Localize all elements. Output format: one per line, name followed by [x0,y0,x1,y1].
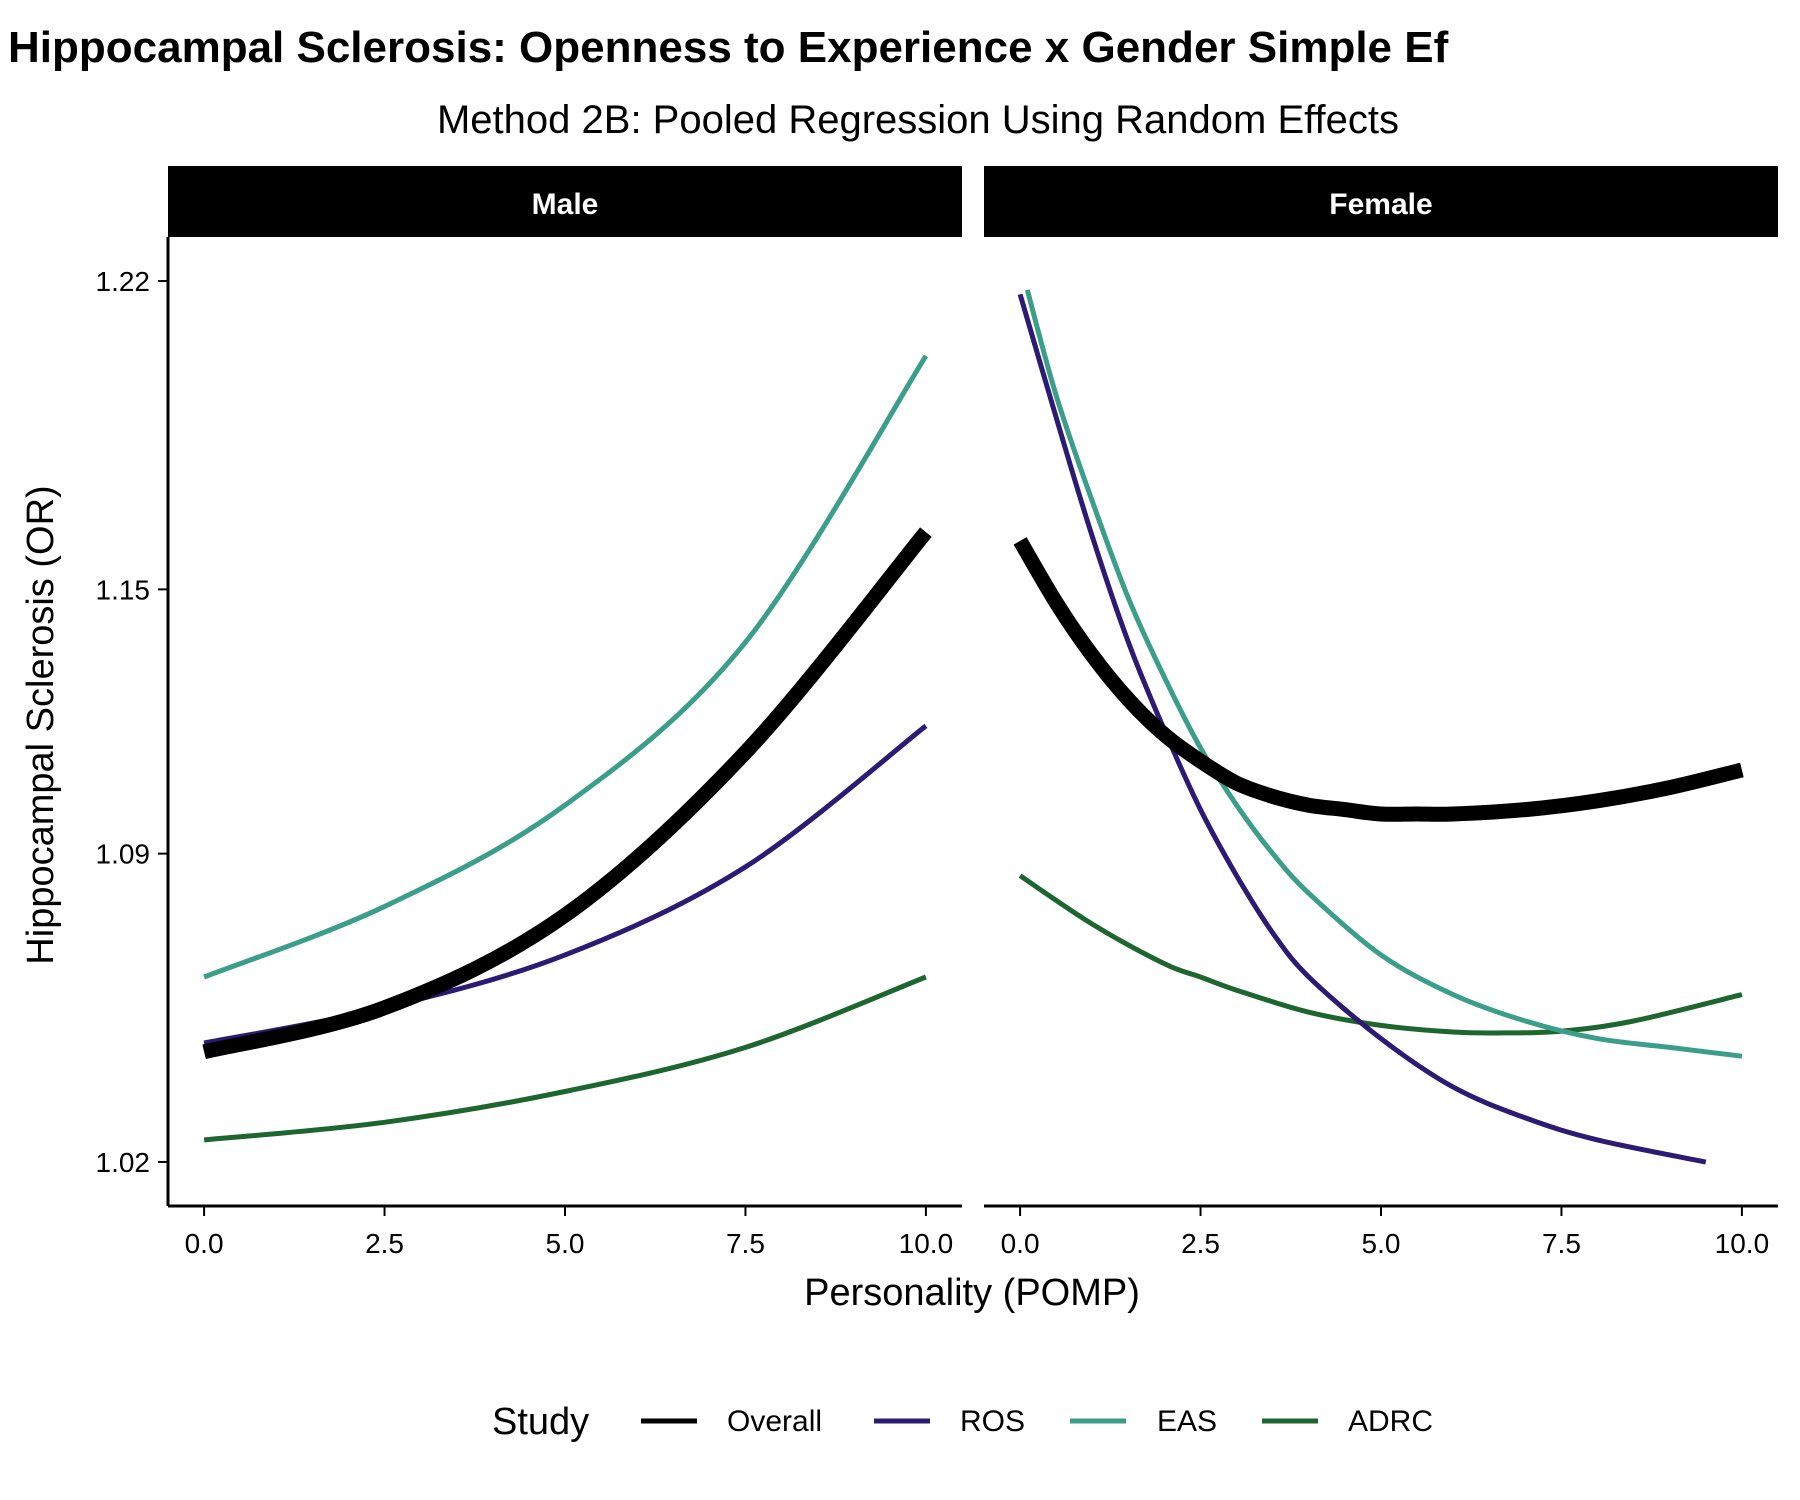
x-tick-label-female: 0.0 [1001,1228,1040,1259]
legend-item-overall: Overall [641,1405,822,1438]
legend-item-ros: ROS [874,1405,1025,1438]
series-line-male-eas [203,354,929,980]
strip-male [168,166,962,237]
panel-female: Female 0.0 2.5 5.0 7.5 10.0 [984,166,1778,1259]
x-tick-label-male: 10.0 [899,1228,954,1259]
legend-label-adrc: ADRC [1348,1405,1433,1438]
series-line-female-ros [1017,293,1707,1165]
series-line-female-adrc [1018,873,1743,1036]
series-line-male-overall [202,527,932,1060]
x-tick-label-female: 7.5 [1542,1228,1581,1259]
x-tick-label-female: 10.0 [1715,1228,1770,1259]
legend-title: Study [492,1401,589,1443]
series-line-female-eas [1024,289,1743,1059]
legend-label-ros: ROS [960,1405,1025,1438]
legend-label-overall: Overall [727,1405,822,1438]
strip-female [984,166,1778,237]
x-tick-label-female: 5.0 [1362,1228,1401,1259]
y-tick-label: 1.22 [96,266,151,297]
x-tick-label-male: 5.0 [546,1228,585,1259]
series-line-male-ros [203,723,928,1046]
y-tick-label: 1.15 [96,574,151,605]
legend-label-eas: EAS [1157,1405,1217,1438]
x-tick-label-female: 2.5 [1181,1228,1220,1259]
facet-panels: Male 0.0 2.5 5.0 7.5 10.0 1.02 1.09 1.15 1.22 Fema… [96,166,1778,1259]
legend-item-adrc: ADRC [1262,1405,1433,1438]
x-axis-title: Personality (POMP) [804,1272,1140,1314]
y-axis-title: Hippocampal Sclerosis (OR) [20,485,62,964]
chart-subtitle: Method 2B: Pooled Regression Using Rando… [437,98,1399,142]
chart-title: Hippocampal Sclerosis: Openness to Exper… [8,23,1449,72]
strip-label-male: Male [532,188,599,221]
panel-male: Male 0.0 2.5 5.0 7.5 10.0 1.02 1.09 1.15 1.22 [96,166,962,1259]
legend: Study Overall ROS EAS ADRC [492,1401,1433,1443]
legend-item-eas: EAS [1070,1405,1217,1438]
strip-label-female: Female [1329,188,1432,221]
x-tick-label-male: 2.5 [365,1228,404,1259]
y-tick-label: 1.02 [96,1147,151,1178]
y-tick-label: 1.09 [96,839,151,870]
x-tick-label-male: 7.5 [726,1228,765,1259]
series-line-male-adrc [203,974,927,1143]
series-line-female-overall [1013,537,1744,822]
x-tick-label-male: 0.0 [185,1228,224,1259]
